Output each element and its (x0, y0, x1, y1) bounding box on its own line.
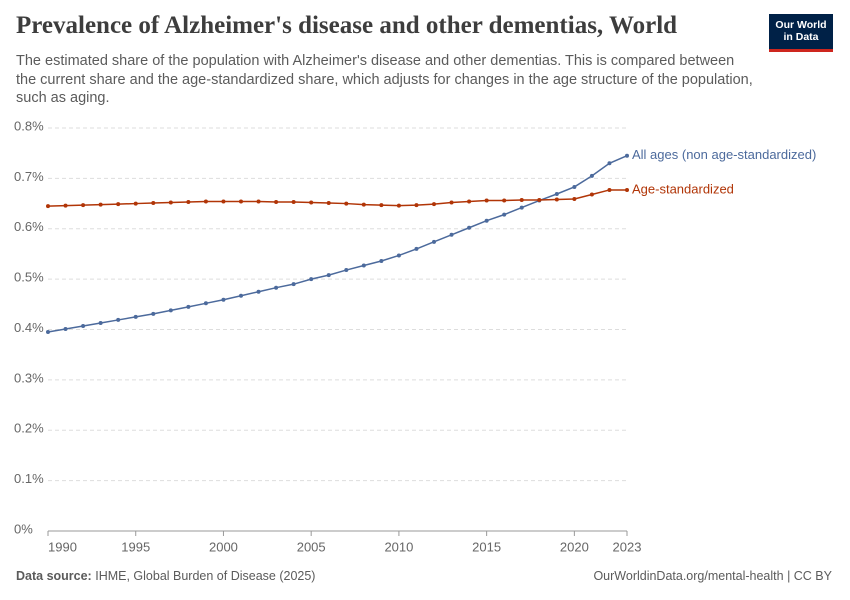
data-point (186, 304, 191, 309)
data-point (432, 202, 436, 207)
data-point (256, 199, 261, 204)
data-point (203, 199, 208, 204)
data-point (274, 200, 279, 205)
data-point (168, 200, 173, 205)
data-point (63, 203, 68, 208)
source: IHME, Global Burden of Disease (2025) (95, 569, 316, 583)
data-point (81, 323, 86, 328)
data-point (467, 199, 472, 204)
x-tick-label: 2010 (384, 539, 413, 554)
y-tick-label: 0.5% (14, 270, 44, 285)
data-point (168, 308, 173, 313)
data-point (449, 200, 454, 205)
logo[interactable]: Our World in Data (769, 14, 833, 52)
data-point (502, 198, 507, 203)
data-point (98, 202, 103, 207)
data-point (625, 153, 629, 158)
x-tick-label: 2015 (472, 539, 501, 554)
y-tick-label: 0% (14, 521, 33, 536)
y-tick-label: 0.3% (14, 370, 44, 385)
data-point (116, 317, 121, 322)
data-point (432, 239, 436, 244)
data-point (449, 232, 454, 237)
chart-subtitle: The estimated share of the population wi… (16, 53, 753, 106)
chart-title: Prevalence of Alzheimer's disease and ot… (16, 12, 678, 39)
data-point (274, 285, 279, 290)
data-point (572, 184, 577, 189)
data-point (484, 198, 489, 203)
chart: 0% 0.1% 0.2% 0.3% 0.4% 0.5% 0.6% 0.7% 0.8% 1990 19… (14, 118, 816, 554)
data-point (396, 253, 401, 258)
y-tick-label: 0.2% (14, 421, 44, 436)
data-point (291, 282, 296, 287)
data-point (607, 187, 612, 192)
series-line (47, 189, 627, 207)
data-point (554, 191, 559, 196)
y-tick-label: 0.6% (14, 219, 44, 234)
y-tick-label: 0.4% (14, 320, 44, 335)
x-tick-label: 2023 (613, 539, 642, 554)
data-point (379, 258, 384, 263)
data-point (98, 320, 103, 325)
data-point (133, 201, 138, 206)
data-point (239, 293, 243, 298)
data-point (221, 297, 226, 302)
data-point (379, 203, 384, 208)
data-point (256, 289, 261, 294)
series-label: Age-standardized (632, 181, 734, 196)
source-label: Data source: (16, 569, 92, 583)
data-point (537, 198, 542, 203)
data-point (361, 202, 366, 207)
y-tick-label: 0.7% (14, 169, 44, 184)
data-point (63, 326, 68, 331)
x-tick-label: 1995 (121, 539, 150, 554)
data-point (133, 314, 138, 319)
logo-text: Our World (775, 19, 827, 31)
x-tick-label: 2000 (209, 539, 238, 554)
data-point (572, 197, 577, 202)
data-point (414, 246, 419, 251)
data-point (326, 201, 331, 206)
data-point (484, 218, 489, 223)
data-point (519, 198, 524, 203)
data-point (589, 173, 594, 178)
footer-link[interactable]: OurWorldinData.org/mental-health | CC BY (593, 569, 832, 583)
series-line (47, 155, 628, 333)
data-point (309, 277, 314, 282)
data-point (203, 301, 208, 306)
logo-text: in Data (783, 31, 819, 43)
data-point (186, 200, 191, 205)
y-tick-label: 0.8% (14, 118, 44, 133)
data-point (151, 311, 156, 316)
x-tick-label: 2005 (297, 539, 326, 554)
data-point (46, 204, 50, 209)
data-point (344, 201, 349, 206)
data-point (291, 200, 296, 205)
x-tick-label: 1990 (48, 539, 77, 554)
data-point (81, 203, 86, 208)
data-point (502, 212, 507, 217)
series-label: All ages (non age-standardized) (632, 147, 816, 162)
data-point (309, 200, 314, 205)
footer-source: Data source: IHME, Global Burden of Dise… (16, 569, 315, 583)
data-point (625, 187, 629, 192)
data-point (151, 201, 156, 206)
data-point (554, 197, 559, 202)
data-point (607, 161, 612, 166)
x-tick-label: 2020 (560, 539, 589, 554)
data-point (344, 268, 349, 273)
data-point (116, 202, 121, 207)
y-tick-label: 0.1% (14, 471, 44, 486)
data-point (326, 273, 331, 278)
data-point (467, 225, 472, 230)
data-point (519, 205, 524, 210)
data-point (46, 330, 50, 335)
data-point (414, 203, 419, 208)
data-point (396, 203, 401, 208)
data-point (589, 192, 594, 197)
data-point (221, 199, 226, 204)
data-point (361, 263, 366, 268)
data-point (239, 199, 243, 204)
